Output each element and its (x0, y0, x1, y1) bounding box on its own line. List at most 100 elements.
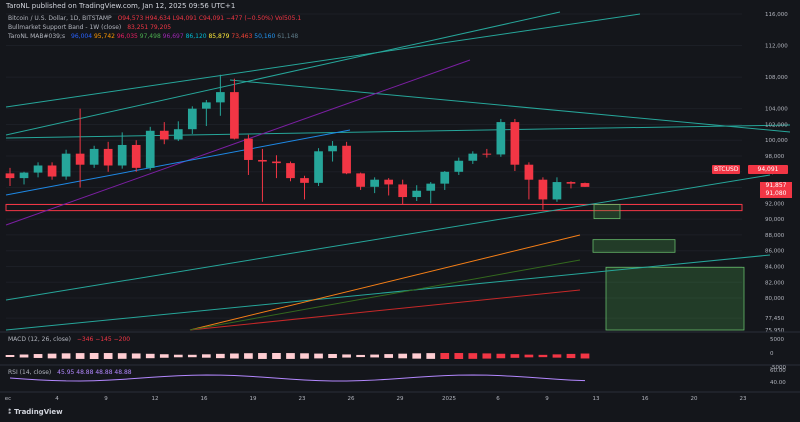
x-tick-label: 2025 (442, 396, 456, 402)
candle-body (173, 129, 183, 140)
macd-bar (342, 354, 351, 358)
candle-body (482, 153, 492, 155)
candle-body (33, 165, 43, 173)
candle-body (314, 151, 323, 183)
candle-body (552, 182, 562, 200)
macd-axis-label: -5000 (770, 365, 786, 371)
trend-line (5, 129, 351, 196)
trend-line (5, 13, 641, 108)
y-tick-label: 102,000 (765, 122, 788, 128)
trend-line (5, 254, 771, 331)
candle-body (286, 163, 295, 179)
candle-body (216, 92, 225, 103)
macd-bar (5, 355, 15, 357)
candle-body (159, 130, 169, 140)
macd-values: −346 −145 −200 (76, 336, 131, 343)
indicator-1-name: Bullmarket Support Band - 1W (close) (8, 24, 122, 31)
x-tick-label: 20 (691, 396, 698, 402)
candle-body (19, 172, 29, 179)
candle-body (244, 138, 253, 160)
indicator-2-values: 96,004 95,742 96,035 97,498 96,697 86,12… (71, 33, 298, 40)
macd-bar (173, 354, 183, 358)
indicator-1-legend[interactable]: Bullmarket Support Band - 1W (close) 83,… (8, 23, 171, 32)
macd-bar (300, 353, 309, 359)
support-price-tag-1: 91,857 (760, 182, 792, 190)
rsi-legend[interactable]: RSI (14, close) 45.95 48.88 48.88 48.88 (8, 369, 132, 376)
candle-body (580, 183, 590, 187)
indicator-2-value: 85,879 (208, 33, 232, 40)
indicator-2-name: TaroNL MAB#039;s (8, 33, 66, 40)
symbol-title-text: Bitcoin / U.S. Dollar, 1D, BITSTAMP (8, 15, 112, 22)
macd-bar (370, 354, 379, 358)
candle-body (538, 179, 548, 200)
macd-legend[interactable]: MACD (12, 26, close) −346 −145 −200 (8, 336, 130, 343)
macd-bar (566, 353, 576, 359)
candle-body (201, 102, 211, 109)
macd-label: MACD (12, 26, close) (8, 336, 71, 343)
target-box (605, 266, 745, 331)
candle-body (370, 179, 379, 187)
y-tick-label: 75,950 (765, 328, 785, 334)
candle-body (496, 122, 506, 155)
candle-body (131, 144, 141, 168)
candle-body (300, 178, 309, 183)
macd-bar (145, 353, 155, 359)
macd-axis-label: 0 (770, 351, 774, 357)
y-tick-label: 112,000 (765, 44, 788, 50)
macd-bar (524, 354, 534, 358)
candle-body (89, 148, 99, 165)
macd-bar (75, 353, 85, 359)
macd-bar (103, 353, 113, 359)
candle-body (145, 130, 155, 168)
macd-bar (47, 353, 57, 359)
rsi-axis-label: 60.00 (770, 368, 786, 374)
indicator-2-value: 96,004 (71, 33, 94, 40)
indicator-1-values: 83,251 79,205 (127, 24, 172, 31)
indicator-2-value: 73,463 (231, 33, 255, 40)
macd-bar (510, 354, 520, 358)
candle-body (230, 92, 239, 139)
macd-bar (258, 353, 267, 359)
candle-body (75, 153, 85, 165)
x-tick-label: 26 (348, 396, 355, 402)
x-tick-label: 9 (104, 396, 108, 402)
macd-bar (187, 354, 197, 358)
macd-bar (33, 354, 43, 358)
candle-body (187, 108, 197, 130)
y-tick-label: 100,000 (765, 138, 788, 144)
indicator-2-value: 86,120 (185, 33, 209, 40)
macd-axis-label: 5000 (770, 337, 784, 343)
y-tick-label: 84,000 (765, 264, 785, 270)
ohlc-values: O94,573 H94,634 L94,091 C94,091 −477 (−0… (117, 15, 302, 22)
y-tick-label: 82,000 (765, 280, 785, 286)
macd-bar (272, 353, 281, 359)
y-tick-label: 90,000 (765, 217, 785, 223)
x-tick-label: 9 (545, 396, 549, 402)
macd-bar (286, 353, 295, 359)
macd-bar (131, 353, 141, 359)
x-tick-label: 29 (397, 396, 404, 402)
indicator-2-legend[interactable]: TaroNL MAB#039;s 96,004 95,742 96,035 97… (8, 32, 298, 41)
candle-body (342, 145, 351, 174)
trend-line (189, 234, 581, 331)
indicator-2-value: 96,697 (162, 33, 186, 40)
macd-bar (482, 353, 492, 359)
macd-bar (454, 353, 464, 359)
macd-bar (426, 353, 436, 359)
macd-bar (468, 353, 478, 359)
candle-body (47, 165, 57, 177)
tradingview-logo[interactable]: ⁑ TradingView (8, 408, 63, 416)
x-tick-label: 23 (740, 396, 747, 402)
publish-line: TaroNL published on TradingView.com, Jan… (6, 2, 236, 10)
macd-bar (440, 353, 450, 359)
candle-body (566, 182, 576, 184)
macd-bar (384, 354, 394, 358)
candle-body (272, 161, 281, 164)
candle-body (258, 159, 267, 162)
trend-line (229, 79, 791, 133)
macd-bar (216, 353, 225, 359)
x-tick-label: 16 (642, 396, 649, 402)
macd-bar (398, 353, 408, 359)
x-tick-label: 23 (299, 396, 306, 402)
